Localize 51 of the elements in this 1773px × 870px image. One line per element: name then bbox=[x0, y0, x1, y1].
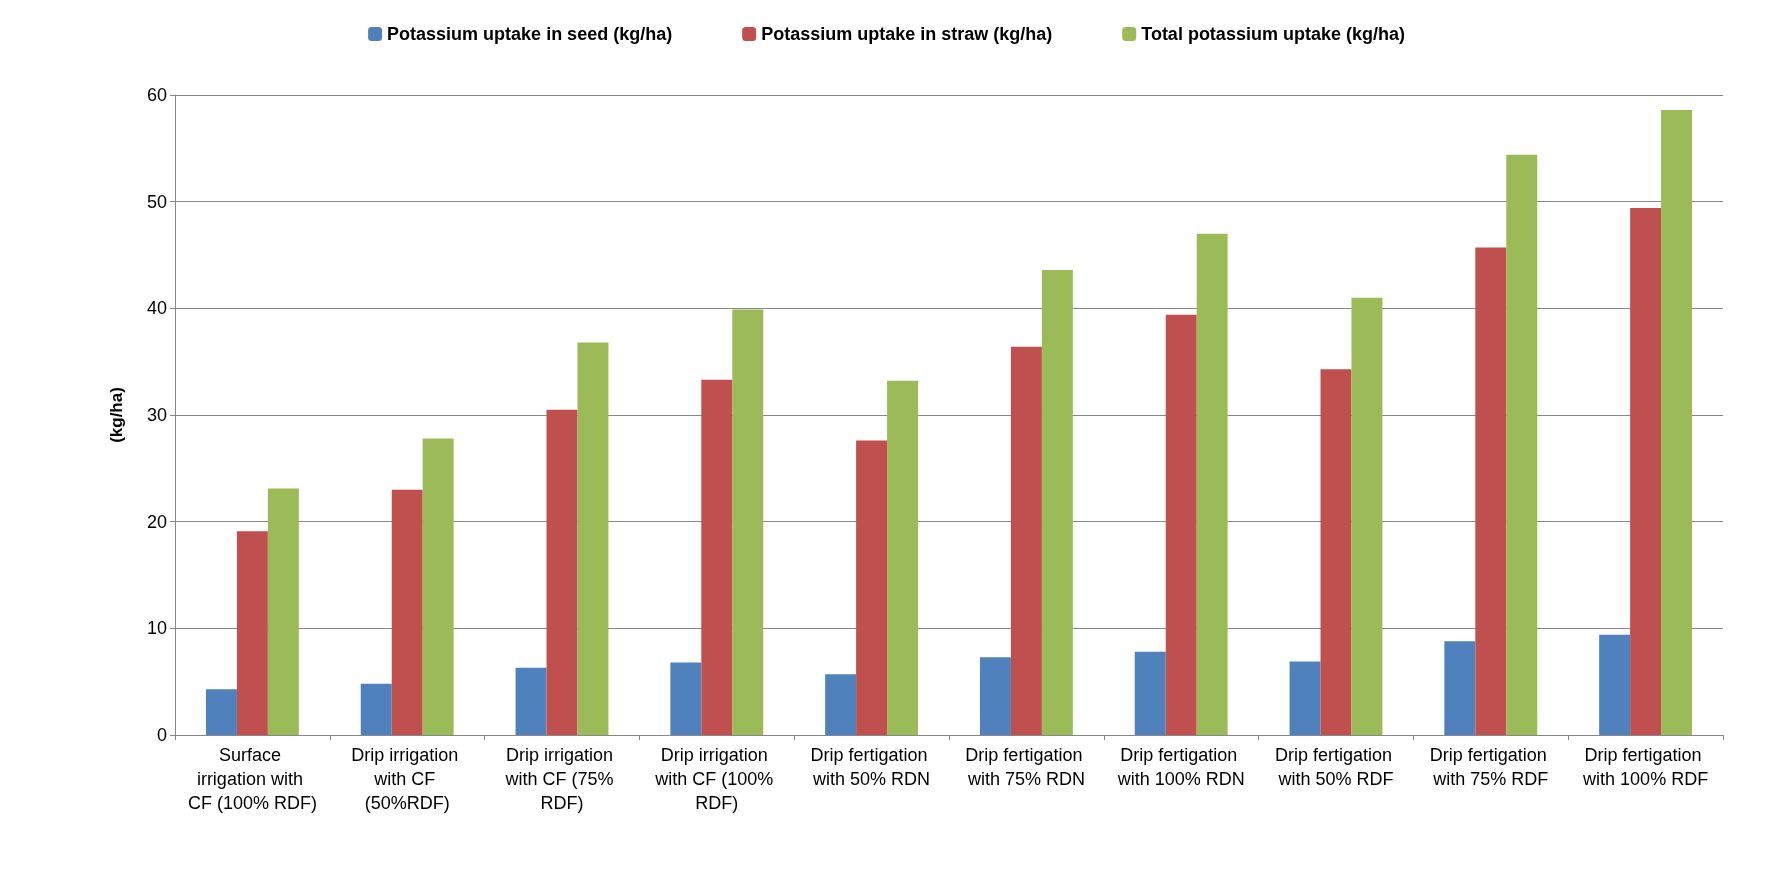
x-tick-label: Drip fertigation with 50% RDF bbox=[1274, 745, 1398, 789]
bar bbox=[732, 309, 764, 735]
legend-label: Potassium uptake in seed (kg/ha) bbox=[387, 24, 673, 44]
bar bbox=[1444, 641, 1476, 735]
y-tick-label: 30 bbox=[146, 405, 167, 425]
bar bbox=[577, 342, 609, 735]
bar bbox=[546, 409, 578, 735]
y-axis-title: (kg/ha) bbox=[107, 387, 126, 443]
bar bbox=[1041, 269, 1073, 735]
bar bbox=[887, 380, 919, 735]
bar bbox=[979, 657, 1011, 735]
bar bbox=[1289, 661, 1321, 735]
bar bbox=[1196, 233, 1228, 735]
bar bbox=[1475, 247, 1507, 735]
bar bbox=[267, 488, 299, 735]
y-tick-label: 40 bbox=[146, 298, 167, 319]
x-tick-label: Drip irrigation with CF (75% RDF) bbox=[504, 745, 619, 813]
bar bbox=[1351, 297, 1383, 735]
y-tick-label: 60 bbox=[146, 85, 167, 105]
x-tick-label: Drip fertigation with 50% RDN bbox=[810, 745, 933, 789]
bar bbox=[701, 379, 733, 735]
legend-label: Total potassium uptake (kg/ha) bbox=[1141, 24, 1405, 44]
bar bbox=[391, 489, 423, 735]
bar bbox=[422, 438, 454, 735]
bar bbox=[1134, 651, 1166, 735]
x-tick-label: Drip fertigation with 75% RDF bbox=[1429, 745, 1552, 789]
x-tick-label: Drip fertigation with 100% RDF bbox=[1582, 745, 1709, 789]
y-tick-label: 0 bbox=[156, 725, 167, 745]
bar bbox=[825, 674, 857, 735]
bar bbox=[1506, 154, 1538, 735]
bar bbox=[360, 683, 392, 735]
x-tick-label: Drip irrigation with CF (50%RDF) bbox=[351, 745, 464, 813]
bar bbox=[1630, 208, 1662, 735]
x-tick-label: Drip fertigation with 75% RDN bbox=[965, 745, 1088, 789]
y-tick-label: 10 bbox=[146, 618, 167, 639]
bar bbox=[1599, 634, 1631, 735]
x-tick-label: Drip fertigation with 100% RDN bbox=[1116, 745, 1245, 789]
bar bbox=[1661, 109, 1693, 735]
y-tick-label: 50 bbox=[146, 191, 167, 212]
bar bbox=[1165, 314, 1197, 735]
bar bbox=[1010, 346, 1042, 735]
y-tick-label: 20 bbox=[146, 511, 167, 532]
legend-label: Potassium uptake in straw (kg/ha) bbox=[761, 24, 1053, 44]
x-tick-label: Surface irrigation with CF (100% RDF) bbox=[187, 745, 317, 813]
bar bbox=[856, 440, 888, 735]
bar bbox=[1320, 369, 1352, 735]
bar bbox=[236, 531, 268, 735]
bar bbox=[515, 667, 547, 735]
bar bbox=[205, 689, 237, 735]
x-tick-label: Drip irrigation with CF (100% RDF) bbox=[654, 745, 779, 813]
bar bbox=[670, 662, 702, 735]
